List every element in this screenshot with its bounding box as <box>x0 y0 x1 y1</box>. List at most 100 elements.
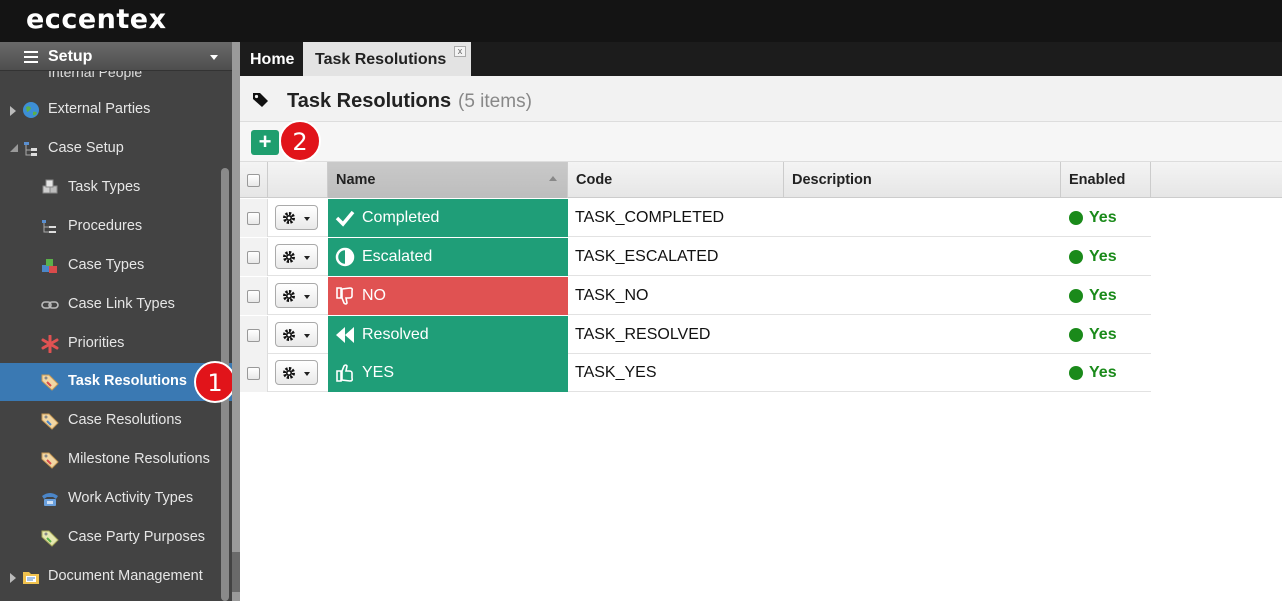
sidebar-item-label: Case Link Types <box>68 296 175 312</box>
column-header-code[interactable]: Code <box>568 162 784 198</box>
column-header-name[interactable]: Name <box>328 162 568 198</box>
thumbs-up-icon <box>336 364 354 382</box>
sidebar-item-milestone-resolutions[interactable]: Milestone Resolutions <box>0 441 234 479</box>
row-actions-button[interactable] <box>275 322 318 347</box>
blocks-icon <box>42 259 57 273</box>
row-actions-button[interactable] <box>275 360 318 385</box>
sidebar-splitter[interactable] <box>232 42 240 601</box>
sidebar-item-document-management[interactable]: Document Management <box>0 558 234 596</box>
sidebar-item-case-types[interactable]: Case Types <box>0 247 234 285</box>
select-all-checkbox[interactable] <box>247 174 260 187</box>
globe-icon <box>23 102 39 118</box>
sidebar-item-label: Task Types <box>68 179 141 195</box>
row-checkbox[interactable] <box>247 329 260 342</box>
sidebar-item-procedures[interactable]: Procedures <box>0 208 234 246</box>
enabled-cell: Yes <box>1061 316 1151 354</box>
sidebar-item-label: Case Types <box>68 257 145 273</box>
tag-icon <box>41 413 59 430</box>
chevron-down-icon <box>304 217 310 221</box>
resolution-code: TASK_ESCALATED <box>575 248 719 265</box>
enabled-value: Yes <box>1089 209 1117 226</box>
row-checkbox[interactable] <box>247 212 260 225</box>
sort-ascending-icon <box>549 176 557 181</box>
row-checkbox[interactable] <box>247 290 260 303</box>
sidebar-item-work-activity-types[interactable]: Work Activity Types <box>0 480 234 518</box>
tag-icon <box>41 452 59 469</box>
row-checkbox[interactable] <box>247 251 260 264</box>
row-checkbox[interactable] <box>247 367 260 380</box>
chevron-down-icon <box>304 295 310 299</box>
toolbar: + <box>240 122 1282 162</box>
page-header: Task Resolutions (5 items) <box>240 76 1282 122</box>
status-dot-icon <box>1069 366 1083 380</box>
sidebar-item-label: Document Management <box>48 568 203 584</box>
column-header-enabled[interactable]: Enabled <box>1061 162 1151 198</box>
enabled-value: Yes <box>1089 287 1117 304</box>
collapse-arrow-icon[interactable] <box>8 142 20 154</box>
table-row[interactable]: NO TASK_NO Yes <box>240 277 1151 315</box>
resolution-name: YES <box>362 364 395 381</box>
app-logo[interactable]: eccentex <box>26 4 167 35</box>
sidebar-item-case-resolutions[interactable]: Case Resolutions <box>0 402 234 440</box>
row-select-cell <box>240 277 268 315</box>
resolution-code: TASK_COMPLETED <box>575 209 725 226</box>
folder-icon <box>23 572 39 584</box>
enabled-value: Yes <box>1089 326 1117 343</box>
grid-header: Name Code Description Enabled <box>240 162 1282 198</box>
annotation-badge-1: 1 <box>194 361 236 403</box>
resolution-code: TASK_NO <box>575 287 649 304</box>
name-cell: NO <box>328 277 568 315</box>
close-icon[interactable]: x <box>454 46 466 57</box>
row-actions-button[interactable] <box>275 244 318 269</box>
row-select-cell <box>240 199 268 237</box>
code-cell: TASK_COMPLETED <box>568 199 784 237</box>
sidebar-item-label: Milestone Resolutions <box>68 451 210 467</box>
enabled-cell: Yes <box>1061 354 1151 392</box>
sidebar-item-label: Case Setup <box>48 140 124 156</box>
sidebar-item-task-types[interactable]: Task Types <box>0 169 234 207</box>
sidebar-item-priorities[interactable]: Priorities <box>0 325 234 363</box>
column-header-description[interactable]: Description <box>784 162 1061 198</box>
tab-home[interactable]: Home <box>240 42 302 76</box>
row-actions-cell <box>268 316 328 354</box>
row-actions-button[interactable] <box>275 283 318 308</box>
hierarchy-icon <box>24 142 37 156</box>
fast-backward-icon <box>336 327 354 343</box>
sidebar: Internal People Setup External Parties C… <box>0 42 234 601</box>
sidebar-header[interactable]: Setup <box>0 42 234 71</box>
sidebar-item-case-link-types[interactable]: Case Link Types <box>0 286 234 324</box>
phone-icon <box>42 493 58 506</box>
item-count: (5 items) <box>458 91 532 112</box>
sidebar-item-external-parties[interactable]: External Parties <box>0 91 234 129</box>
splitter-handle[interactable] <box>232 552 240 592</box>
chevron-down-icon <box>210 55 218 60</box>
code-cell: TASK_NO <box>568 277 784 315</box>
expand-arrow-icon[interactable] <box>10 573 16 583</box>
tab-task-resolutions[interactable]: Task Resolutions x <box>303 42 471 76</box>
expand-arrow-icon[interactable] <box>10 106 16 116</box>
sidebar-item-case-party-purposes[interactable]: Case Party Purposes <box>0 519 234 557</box>
sidebar-item-label: Task Resolutions <box>68 373 187 389</box>
annotation-badge-2: 2 <box>279 120 321 162</box>
row-actions-cell <box>268 354 328 392</box>
column-label: Enabled <box>1069 172 1126 188</box>
add-button[interactable]: + <box>251 130 279 155</box>
table-row[interactable]: Completed TASK_COMPLETED Yes <box>240 199 1151 237</box>
sidebar-item-case-setup[interactable]: Case Setup <box>0 130 234 168</box>
status-dot-icon <box>1069 250 1083 264</box>
resolution-name: NO <box>362 287 386 304</box>
table-row[interactable]: YES TASK_YES Yes <box>240 354 1151 392</box>
sidebar-item-label: External Parties <box>48 101 151 117</box>
sidebar-item-label: Case Resolutions <box>68 412 182 428</box>
tab-label: Task Resolutions <box>315 51 447 68</box>
code-cell: TASK_YES <box>568 354 784 392</box>
tag-icon <box>253 93 268 107</box>
resolution-name: Resolved <box>362 326 429 343</box>
row-actions-button[interactable] <box>275 205 318 230</box>
tab-bar: Home Task Resolutions x <box>240 42 1282 76</box>
table-row[interactable]: Resolved TASK_RESOLVED Yes <box>240 316 1151 354</box>
select-all-cell <box>240 162 268 198</box>
table-row[interactable]: Escalated TASK_ESCALATED Yes <box>240 238 1151 276</box>
check-icon <box>335 210 355 227</box>
asterisk-icon <box>41 335 59 353</box>
